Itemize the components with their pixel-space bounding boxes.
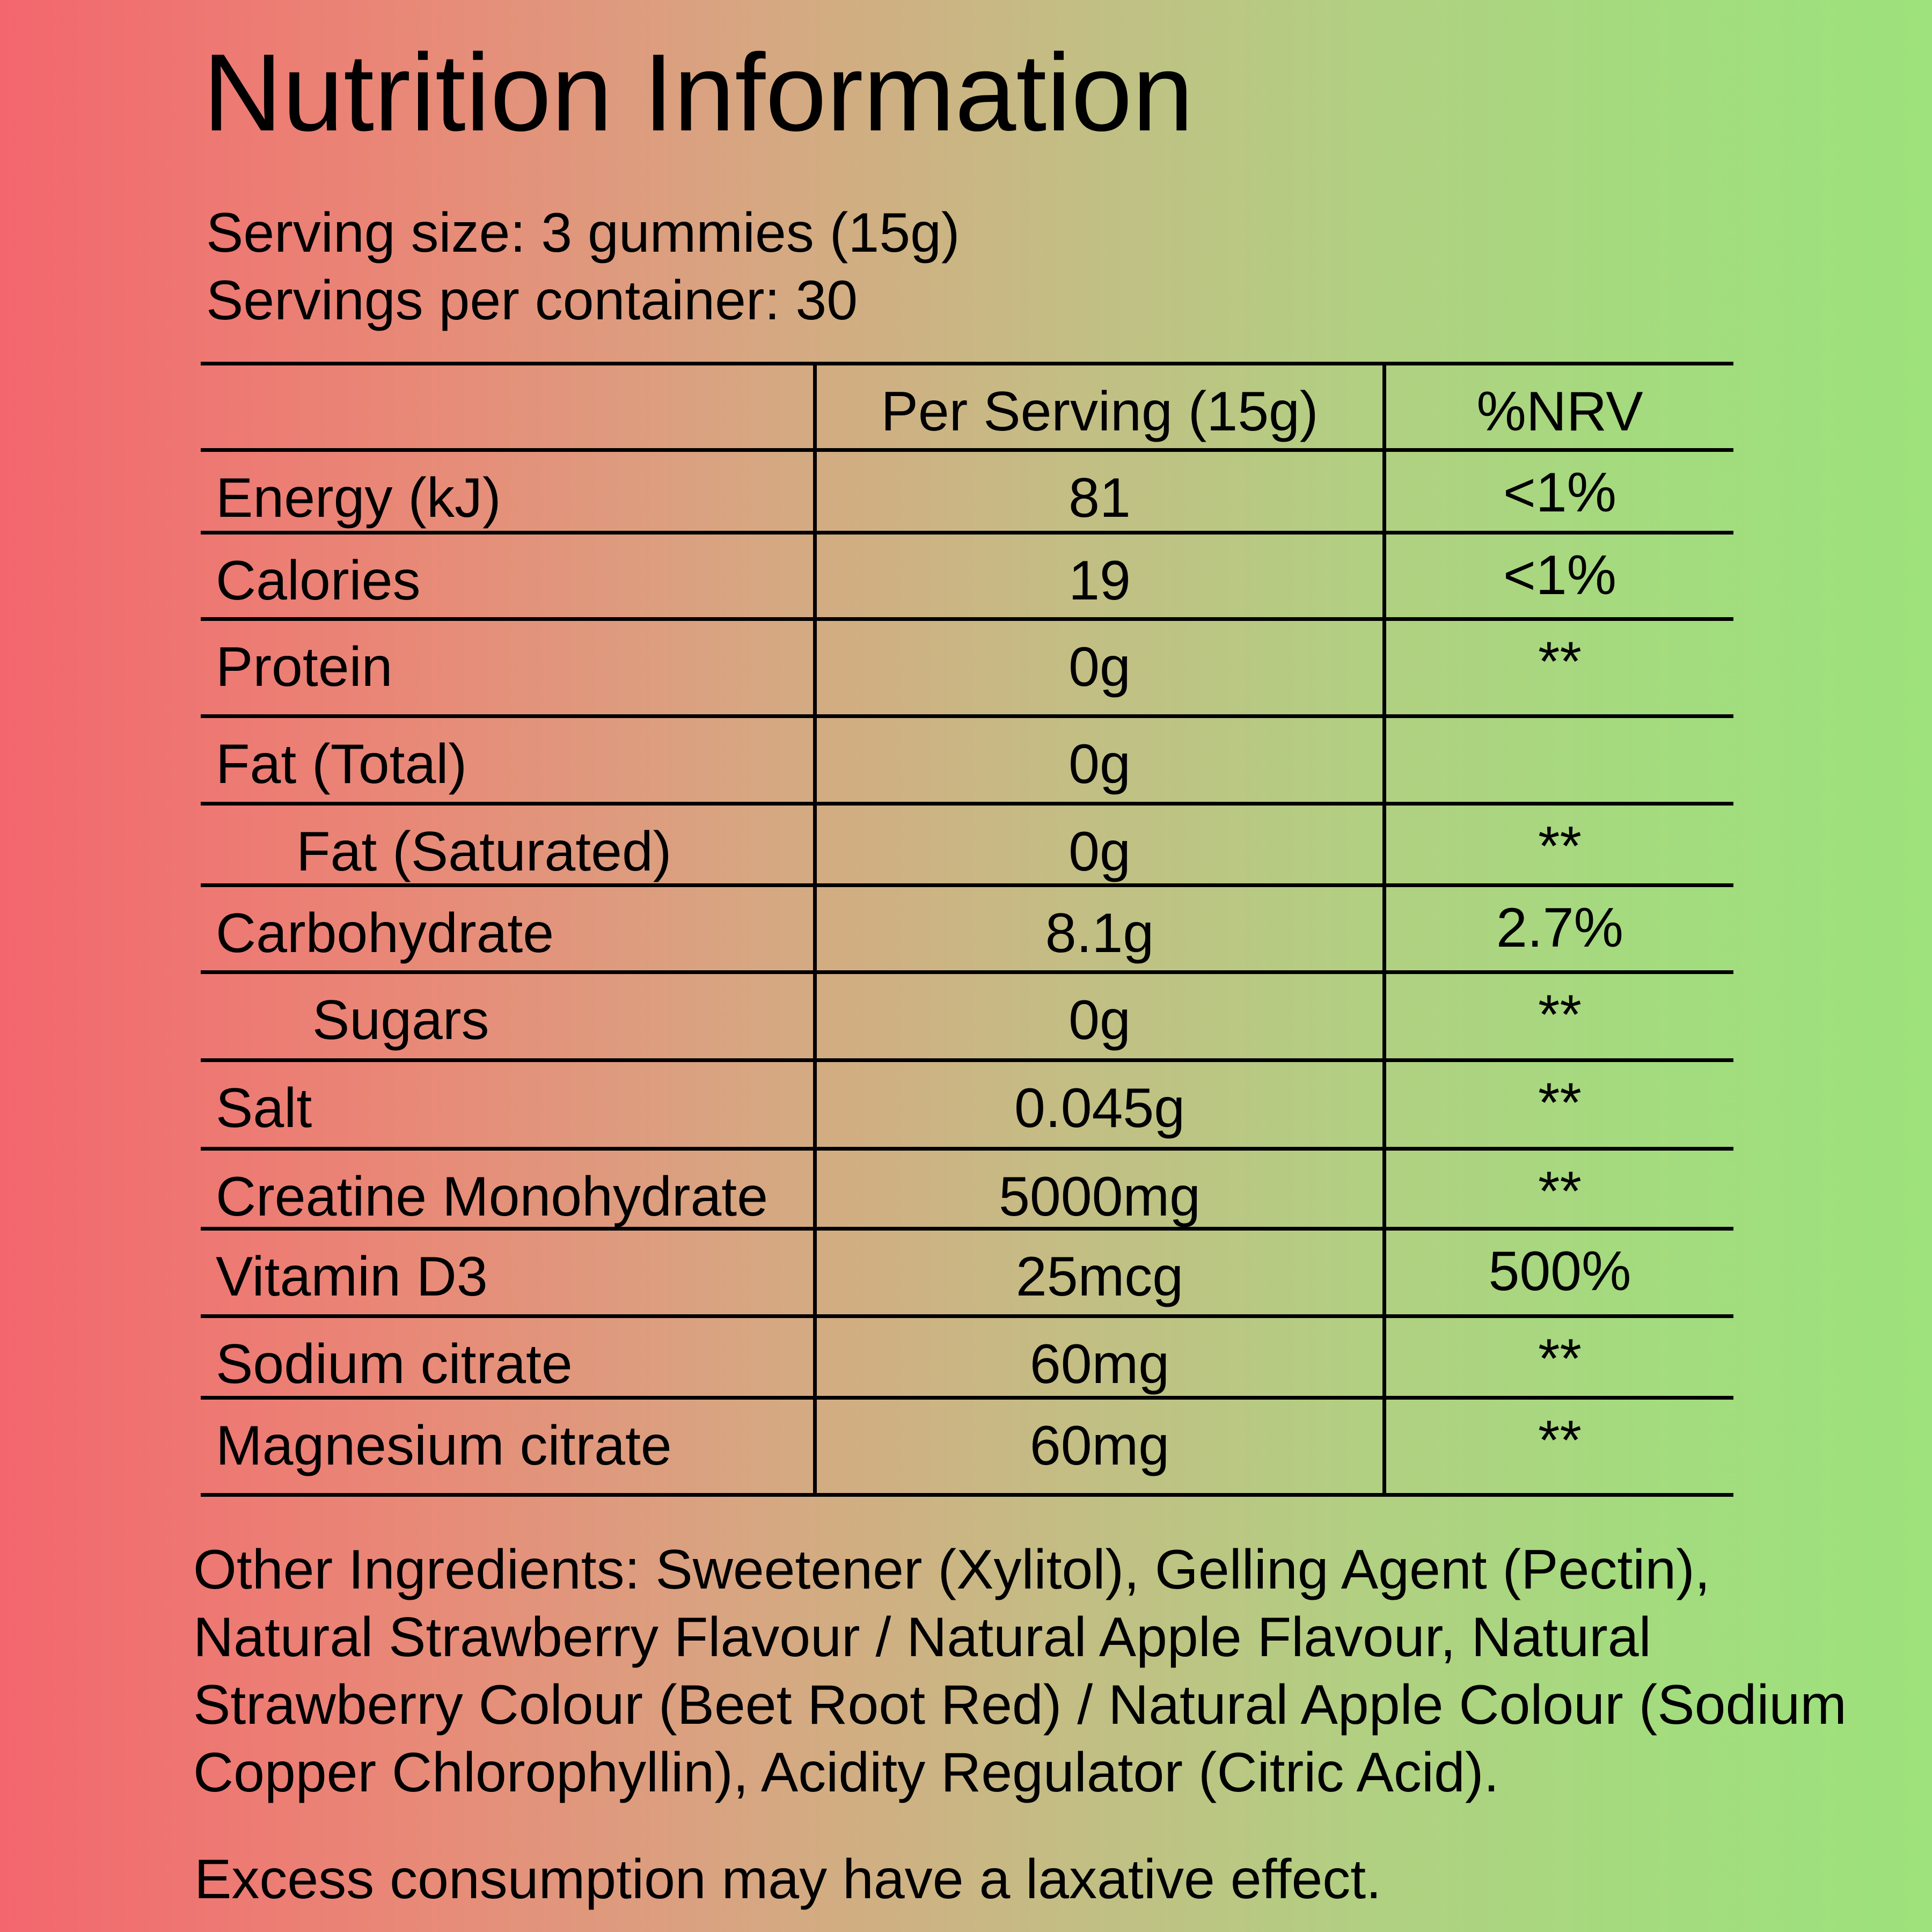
per-serving-value: 8.1g xyxy=(813,887,1386,970)
table-row: Energy (kJ) 81 <1% xyxy=(201,452,1733,535)
table-row: Creatine Monohydrate 5000mg ** xyxy=(201,1151,1733,1231)
nrv-value: 2.7% xyxy=(1496,897,1624,959)
table-row: Salt 0.045g ** xyxy=(201,1062,1733,1151)
table-row: Magnesium citrate 60mg ** xyxy=(201,1400,1733,1497)
nutrient-name: Vitamin D3 xyxy=(216,1246,488,1308)
nrv-value: 500% xyxy=(1488,1240,1631,1302)
nutrient-name: Sugars xyxy=(312,989,489,1051)
per-serving-value: 60mg xyxy=(813,1400,1386,1493)
per-serving-value: 0g xyxy=(813,718,1386,802)
nutrition-table: Per Serving (15g) %NRV Energy (kJ) 81 <1% C… xyxy=(201,362,1733,1497)
per-serving-value: 0.045g xyxy=(813,1062,1386,1147)
header-cell-name xyxy=(201,365,813,448)
table-row: Fat (Total) 0g xyxy=(201,718,1733,806)
header-cell-nrv: %NRV xyxy=(1476,380,1643,443)
nutrient-name: Creatine Monohydrate xyxy=(216,1166,769,1228)
page-title: Nutrition Information xyxy=(203,31,1194,154)
nutrient-name: Protein xyxy=(216,636,393,698)
other-ingredients: Other Ingredients: Sweetener (Xylitol), … xyxy=(193,1539,1847,1804)
servings-per-container: Servings per container: 30 xyxy=(206,269,858,332)
nrv-value: ** xyxy=(1538,1409,1582,1472)
nutrient-name: Energy (kJ) xyxy=(216,467,501,529)
nrv-value: ** xyxy=(1538,1328,1582,1390)
nutrient-name: Fat (Total) xyxy=(216,733,467,795)
nutrient-name: Salt xyxy=(216,1077,312,1139)
nutrient-name: Magnesium citrate xyxy=(216,1415,672,1477)
table-header-row: Per Serving (15g) %NRV xyxy=(201,365,1733,452)
header-cell-per-serving: Per Serving (15g) xyxy=(813,365,1386,448)
nutrient-name: Fat (Saturated) xyxy=(296,821,672,883)
table-row: Fat (Saturated) 0g ** xyxy=(201,806,1733,887)
per-serving-value: 81 xyxy=(813,452,1386,531)
nrv-value: ** xyxy=(1538,1160,1582,1223)
per-serving-value: 0g xyxy=(813,974,1386,1058)
table-row: Vitamin D3 25mcg 500% xyxy=(201,1231,1733,1318)
table-row: Carbohydrate 8.1g 2.7% xyxy=(201,887,1733,974)
per-serving-value: 0g xyxy=(813,621,1386,714)
nrv-value: <1% xyxy=(1503,462,1617,524)
per-serving-value: 19 xyxy=(813,535,1386,617)
per-serving-value: 0g xyxy=(813,806,1386,883)
nrv-value: ** xyxy=(1538,815,1582,877)
table-row: Protein 0g ** xyxy=(201,621,1733,718)
per-serving-value: 25mcg xyxy=(813,1231,1386,1314)
nrv-value: ** xyxy=(1538,1072,1582,1134)
nutrient-name: Calories xyxy=(216,550,421,612)
nutrient-name: Sodium citrate xyxy=(216,1333,573,1395)
per-serving-value: 60mg xyxy=(813,1318,1386,1396)
nutrient-name: Carbohydrate xyxy=(216,902,554,964)
nrv-value xyxy=(1386,718,1733,802)
table-row: Calories 19 <1% xyxy=(201,535,1733,621)
per-serving-value: 5000mg xyxy=(813,1151,1386,1227)
table-row: Sugars 0g ** xyxy=(201,974,1733,1062)
nrv-value: ** xyxy=(1538,984,1582,1046)
laxative-warning: Excess consumption may have a laxative e… xyxy=(194,1848,1382,1911)
serving-size: Serving size: 3 gummies (15g) xyxy=(206,202,960,264)
nrv-value: <1% xyxy=(1503,544,1617,606)
table-row: Sodium citrate 60mg ** xyxy=(201,1318,1733,1400)
nrv-value: ** xyxy=(1538,631,1582,693)
